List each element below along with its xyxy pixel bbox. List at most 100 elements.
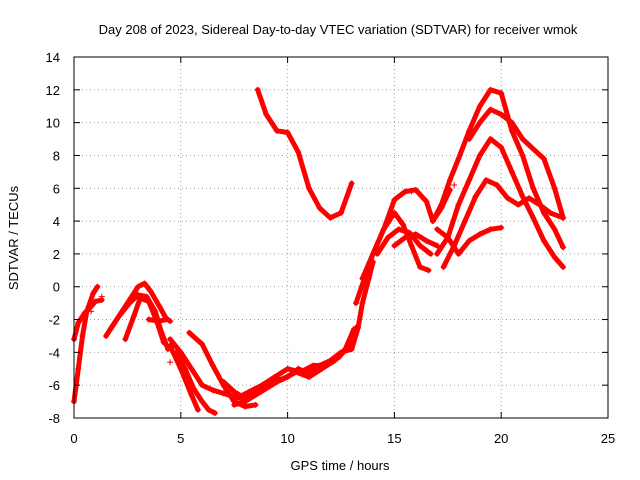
plus-marker <box>466 127 473 134</box>
plus-marker <box>429 218 436 225</box>
plus-marker <box>130 313 137 320</box>
plus-marker <box>519 136 526 143</box>
x-tick-labels: 0 5 10 15 20 25 <box>70 431 615 446</box>
x-axis-title: GPS time / hours <box>291 458 390 473</box>
plus-marker <box>423 198 430 205</box>
plus-marker <box>209 362 216 369</box>
stray-plus-marker <box>98 293 105 300</box>
plus-marker <box>231 401 238 408</box>
plus-marker <box>530 145 537 152</box>
plus-marker <box>188 365 195 372</box>
plus-marker <box>476 119 483 126</box>
series-7 <box>173 349 218 417</box>
plus-marker <box>440 264 447 271</box>
series-trace <box>174 349 218 416</box>
plus-marker <box>145 298 152 305</box>
plus-marker <box>194 406 201 413</box>
plus-marker <box>348 180 355 187</box>
plus-marker <box>126 300 133 307</box>
y-tick-label: 4 <box>53 214 60 229</box>
plus-marker <box>205 406 212 413</box>
plus-marker <box>391 196 398 203</box>
plus-marker <box>186 329 193 336</box>
plus-marker <box>560 214 567 221</box>
stray-plus-marker <box>451 181 458 188</box>
plus-marker <box>374 250 381 257</box>
plus-marker <box>305 373 312 380</box>
plus-marker <box>122 336 129 343</box>
series-trace <box>374 226 434 257</box>
series-trace <box>221 326 357 401</box>
plus-marker <box>530 214 537 221</box>
series-17 <box>391 231 441 249</box>
plus-marker <box>295 149 302 156</box>
plus-marker <box>508 127 515 134</box>
plus-marker <box>504 195 511 202</box>
series-trace <box>255 87 355 221</box>
plus-marker <box>466 177 473 184</box>
plus-marker <box>81 309 88 316</box>
plus-marker <box>359 300 366 307</box>
plus-marker <box>284 129 291 136</box>
plus-marker <box>519 193 526 200</box>
plus-marker <box>254 385 261 392</box>
plus-marker <box>310 362 317 369</box>
plus-marker <box>402 234 409 241</box>
y-tick-label: 0 <box>53 280 60 295</box>
plus-marker <box>188 392 195 399</box>
y-tick-labels: -8 -6 -4 -2 0 2 4 6 8 10 12 14 <box>46 50 60 426</box>
series-trace <box>231 259 376 408</box>
plus-marker <box>476 152 483 159</box>
plus-marker <box>446 177 453 184</box>
plus-marker <box>438 201 445 208</box>
plus-marker <box>199 341 206 348</box>
plus-marker <box>209 387 216 394</box>
plus-marker <box>107 326 114 333</box>
plus-marker <box>525 195 532 202</box>
plus-marker <box>498 224 505 231</box>
plus-marker <box>79 332 86 339</box>
plus-marker <box>348 346 355 353</box>
plus-marker <box>177 365 184 372</box>
plus-marker <box>483 177 490 184</box>
plus-marker <box>331 357 338 364</box>
plus-marker <box>395 226 402 233</box>
plus-marker <box>487 106 494 113</box>
plus-marker <box>156 318 163 325</box>
plus-marker <box>498 90 505 97</box>
plus-marker <box>160 339 167 346</box>
plus-marker <box>338 209 344 216</box>
plus-marker <box>162 316 169 323</box>
y-tick-label: -6 <box>48 378 60 393</box>
x-tick-label: 0 <box>70 431 77 446</box>
y-tick-label: 8 <box>53 148 60 163</box>
plus-marker <box>137 295 144 302</box>
plus-marker <box>408 242 415 249</box>
plus-marker <box>380 226 387 233</box>
series-trace <box>167 343 201 413</box>
series-21 <box>466 106 567 221</box>
plus-marker <box>318 365 325 372</box>
plus-marker <box>231 388 238 395</box>
plus-marker <box>359 275 366 282</box>
series-trace <box>71 284 100 405</box>
plus-marker <box>466 237 473 244</box>
plus-marker <box>211 410 218 417</box>
plus-marker <box>241 395 248 402</box>
grid-lines <box>74 57 608 418</box>
plus-marker <box>167 342 174 349</box>
plus-marker <box>434 250 441 257</box>
plus-marker <box>252 401 259 408</box>
plus-marker <box>466 136 473 143</box>
y-tick-label: 10 <box>46 116 60 131</box>
plus-marker <box>145 316 152 323</box>
stray-plus-marker <box>408 188 415 195</box>
plus-marker <box>254 86 261 93</box>
y-axis-title: SDTVAR / TECUs <box>6 185 21 290</box>
plus-marker <box>220 390 227 397</box>
plus-marker <box>540 237 547 244</box>
y-tick-label: 14 <box>46 50 60 65</box>
plus-marker <box>75 365 82 372</box>
plus-marker <box>391 209 398 216</box>
